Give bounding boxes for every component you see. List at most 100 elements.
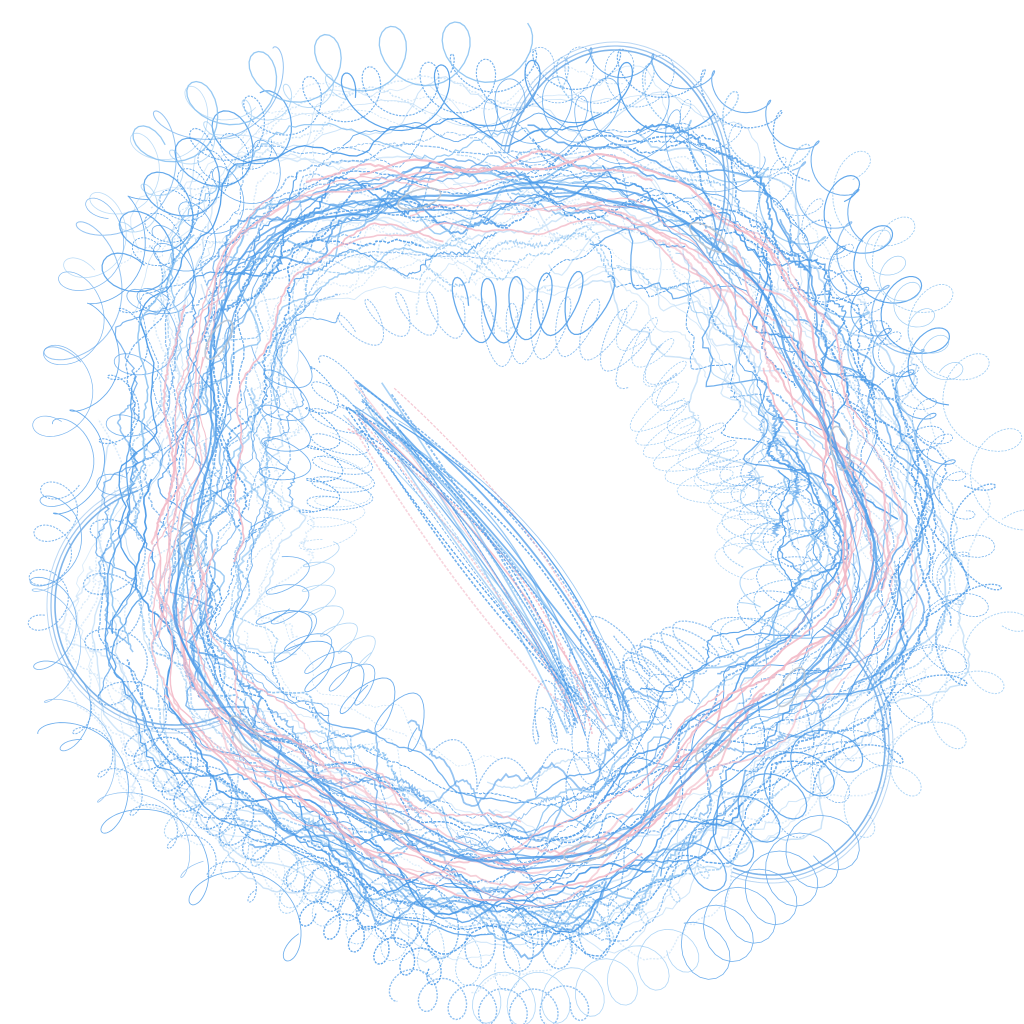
strand xyxy=(663,414,763,580)
strand xyxy=(37,722,302,962)
ring-node xyxy=(829,425,851,471)
strand xyxy=(616,265,815,548)
ring-node xyxy=(366,809,410,835)
strand xyxy=(27,481,81,631)
strand xyxy=(472,928,700,1024)
strand xyxy=(727,379,932,818)
pink-strand xyxy=(707,201,870,435)
strand xyxy=(213,510,317,719)
strand xyxy=(298,432,373,551)
large-loop xyxy=(507,49,726,256)
strand xyxy=(622,620,735,700)
strand xyxy=(516,147,741,215)
strand xyxy=(252,499,317,639)
strand xyxy=(218,815,331,904)
pink-strand xyxy=(574,207,760,354)
strand xyxy=(52,195,150,522)
strand xyxy=(843,611,1024,839)
pink-strand xyxy=(190,543,564,858)
strand xyxy=(220,387,275,657)
strand xyxy=(188,209,456,732)
ring-node xyxy=(204,319,234,361)
strand xyxy=(123,683,412,927)
strand xyxy=(577,279,769,555)
strand xyxy=(43,46,284,363)
strand xyxy=(589,227,829,646)
strand xyxy=(182,584,430,840)
diagonal-strand xyxy=(361,398,613,696)
pink-strand xyxy=(642,367,849,791)
pink-strand xyxy=(669,436,875,785)
strand xyxy=(206,158,621,285)
strand xyxy=(488,475,822,819)
strand xyxy=(97,402,141,653)
strand xyxy=(555,56,811,171)
strand xyxy=(305,820,689,941)
diagonal-strand xyxy=(361,400,597,698)
diagonal-strand xyxy=(386,416,622,699)
strand xyxy=(201,618,602,848)
ring-core-line xyxy=(172,181,878,871)
strand xyxy=(542,244,800,551)
strand xyxy=(449,49,810,182)
strand xyxy=(226,189,508,313)
core-strand xyxy=(174,181,875,871)
diagonal-strand xyxy=(355,427,577,728)
strand xyxy=(644,344,705,435)
strand xyxy=(285,855,419,949)
strand xyxy=(760,221,876,388)
strand xyxy=(527,124,935,690)
diagonal-strand xyxy=(398,422,623,711)
diagonal-strand xyxy=(361,413,608,739)
strand xyxy=(98,245,164,446)
strand xyxy=(639,469,794,693)
large-loop xyxy=(731,625,890,880)
strand xyxy=(211,182,607,313)
strand xyxy=(532,134,875,398)
strand xyxy=(710,579,909,855)
strand xyxy=(823,175,950,406)
strand xyxy=(235,413,307,656)
strand xyxy=(585,47,864,242)
strand xyxy=(470,667,927,994)
diagonal-strand xyxy=(347,417,569,713)
strand xyxy=(82,518,239,837)
strand xyxy=(150,86,427,209)
ring-node xyxy=(688,221,728,254)
pink-strand xyxy=(305,149,653,183)
strand xyxy=(709,443,823,643)
strand xyxy=(786,560,899,724)
strand xyxy=(232,287,330,716)
strand xyxy=(382,732,875,942)
strand xyxy=(119,97,452,268)
strand xyxy=(569,861,710,955)
strand xyxy=(770,308,886,659)
diagonal-strand xyxy=(347,406,586,736)
pink-strand xyxy=(233,222,444,563)
strand xyxy=(552,210,688,286)
pink-strand xyxy=(359,153,827,379)
strand xyxy=(199,224,341,685)
strand xyxy=(482,167,868,473)
strand xyxy=(126,117,712,475)
pink-strand xyxy=(678,466,858,766)
strand xyxy=(409,742,839,963)
strand xyxy=(134,478,652,916)
pink-strand xyxy=(554,690,725,827)
pink-strand xyxy=(656,238,780,383)
strand xyxy=(332,519,895,884)
strand xyxy=(258,537,499,767)
strand xyxy=(601,646,670,713)
strand xyxy=(192,194,417,703)
pink-strand xyxy=(703,229,891,597)
strand xyxy=(708,162,962,706)
diagonal-strand-bundle xyxy=(341,379,632,739)
strand xyxy=(853,370,948,593)
strand xyxy=(279,863,521,991)
strand xyxy=(115,759,306,914)
strand xyxy=(301,709,717,842)
strand xyxy=(66,418,282,901)
strand xyxy=(273,756,573,914)
core-strand xyxy=(185,192,861,860)
strand xyxy=(298,900,442,986)
